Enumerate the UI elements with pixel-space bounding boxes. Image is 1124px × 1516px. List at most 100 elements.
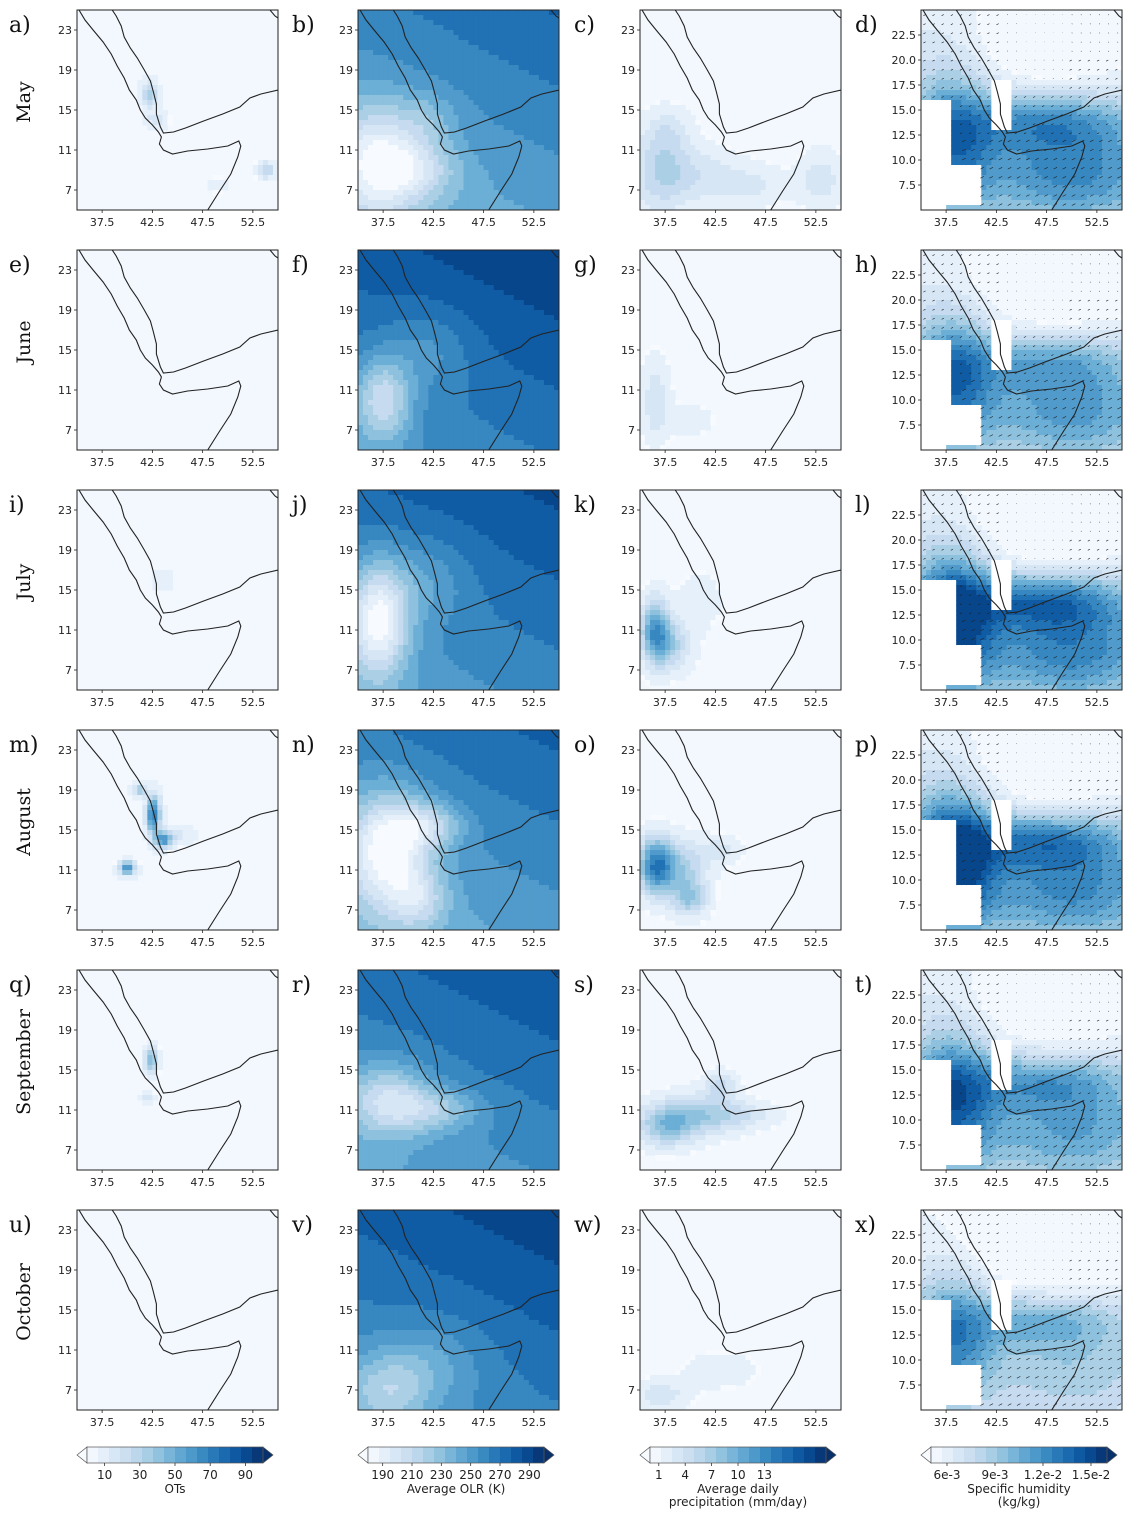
field-cell <box>966 75 972 81</box>
field-cell <box>383 360 389 366</box>
y-tick-label: 7 <box>346 184 353 197</box>
field-cell <box>443 445 450 450</box>
field-cell <box>378 205 384 210</box>
field-cell <box>775 180 782 186</box>
field-cell <box>513 135 520 141</box>
field-cell <box>393 130 399 136</box>
field-cell <box>453 200 460 206</box>
field-cell <box>795 200 802 206</box>
field-cell <box>358 275 364 281</box>
field-cell <box>650 130 656 136</box>
field-cell <box>1001 150 1008 156</box>
field-cell <box>373 410 379 416</box>
field-cell <box>458 25 465 31</box>
field-cell <box>705 165 711 171</box>
field-cell <box>508 15 515 21</box>
field-cell <box>423 205 429 210</box>
field-cell <box>398 195 404 201</box>
field-cell <box>1041 145 1048 151</box>
field-cell <box>971 70 977 76</box>
field-cell <box>553 180 559 186</box>
field-cell <box>1106 165 1113 171</box>
field-cell <box>518 205 525 210</box>
field-cell <box>463 140 470 146</box>
wind-arrow <box>1117 139 1122 143</box>
field-cell <box>458 15 465 21</box>
field-cell <box>398 30 404 36</box>
field-cell <box>498 205 505 210</box>
field-cell <box>1011 80 1018 86</box>
wind-arrow <box>1032 123 1036 126</box>
field-cell <box>971 55 977 61</box>
field-cell <box>1001 75 1008 81</box>
field-cell <box>931 80 937 86</box>
field-cell <box>1116 150 1122 156</box>
field-cell <box>403 135 409 141</box>
wind-arrow <box>968 59 972 62</box>
field-cell <box>690 125 696 131</box>
field-cell <box>528 130 535 136</box>
field-cell <box>1001 160 1008 166</box>
field-cell <box>393 15 399 21</box>
field-cell <box>705 140 711 146</box>
field-cell <box>685 185 691 191</box>
field-cell <box>363 200 369 206</box>
field-cell <box>533 70 540 76</box>
field-cell <box>383 180 389 186</box>
field-cell <box>1096 110 1103 116</box>
field-cell <box>468 125 475 131</box>
field-cell <box>433 265 440 271</box>
field-cell <box>986 125 992 131</box>
field-cell <box>408 275 414 281</box>
field-cell <box>358 285 364 291</box>
field-cell <box>463 445 470 450</box>
field-cell <box>468 50 475 56</box>
field-cell <box>433 105 440 111</box>
field-cell <box>1111 85 1118 91</box>
field-cell <box>428 105 434 111</box>
field-cell <box>403 260 409 266</box>
field-cell <box>1016 160 1023 166</box>
masked-cell <box>926 100 932 106</box>
field-cell <box>981 110 987 116</box>
masked-cell <box>1006 80 1013 86</box>
field-cell <box>660 190 666 196</box>
field-cell <box>981 150 987 156</box>
field-cell <box>1001 155 1008 161</box>
field-cell <box>1096 135 1103 141</box>
field-cell <box>383 110 389 116</box>
masked-cell <box>926 150 932 156</box>
field-cell <box>508 135 515 141</box>
field-cell <box>680 155 686 161</box>
field-cell <box>523 95 530 101</box>
field-cell <box>473 35 480 41</box>
field-cell <box>413 260 419 266</box>
field-cell <box>745 205 752 210</box>
field-cell <box>1046 180 1053 186</box>
field-cell <box>433 350 440 356</box>
field-cell <box>433 410 440 416</box>
field-cell <box>403 435 409 441</box>
field-cell <box>1036 195 1043 201</box>
wind-arrow <box>1117 32 1119 34</box>
field-cell <box>478 190 485 196</box>
wind-arrow <box>1014 105 1018 107</box>
field-cell <box>478 10 485 16</box>
field-cell <box>1021 170 1028 176</box>
field-cell <box>670 160 676 166</box>
field-cell <box>368 155 374 161</box>
field-cell <box>363 420 369 426</box>
field-cell <box>488 205 495 210</box>
field-cell <box>1026 120 1033 126</box>
field-cell <box>433 270 440 276</box>
field-cell <box>1071 190 1078 196</box>
field-cell <box>363 275 369 281</box>
field-cell <box>468 290 475 296</box>
masked-cell <box>1001 95 1008 101</box>
field-cell <box>498 65 505 71</box>
field-cell <box>408 160 414 166</box>
field-cell <box>830 165 837 171</box>
wind-arrow <box>1032 132 1036 135</box>
wind-arrow <box>950 23 954 26</box>
masked-cell <box>936 135 942 141</box>
